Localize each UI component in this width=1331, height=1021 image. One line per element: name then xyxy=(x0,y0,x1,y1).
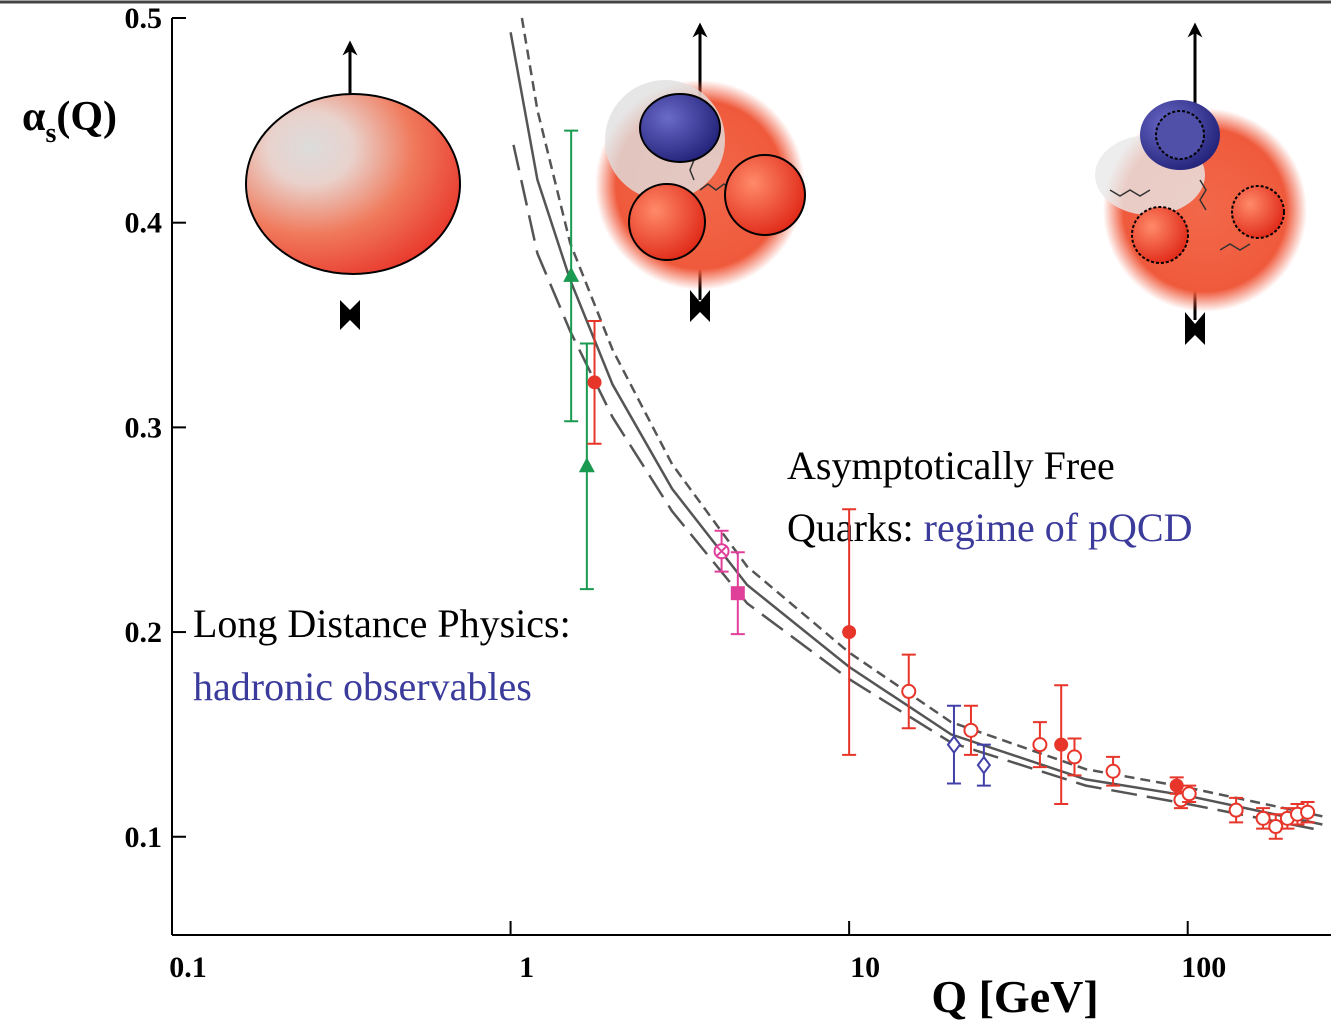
y-label-argument: (Q) xyxy=(56,94,117,140)
marker xyxy=(1054,738,1068,752)
y-axis-label: αs(Q) xyxy=(22,94,117,149)
illustration-sea xyxy=(1095,30,1307,345)
marker xyxy=(588,375,602,389)
marker xyxy=(579,457,595,472)
marker xyxy=(1230,804,1243,817)
annotation: Asymptotically Free xyxy=(787,443,1115,488)
illustration-quarks xyxy=(595,30,805,322)
data-point xyxy=(964,706,978,755)
data-point xyxy=(563,131,579,422)
data-point xyxy=(1229,798,1243,823)
marker xyxy=(1068,750,1081,763)
annotation-part: Quarks: xyxy=(787,505,914,550)
data-point xyxy=(1054,685,1068,804)
data-point xyxy=(588,321,602,444)
y-tick-label: 0.2 xyxy=(125,616,163,649)
marker xyxy=(1170,779,1184,793)
marker xyxy=(1183,787,1196,800)
y-tick-label: 0.4 xyxy=(125,207,163,240)
annotation-part: regime of pQCD xyxy=(924,505,1193,550)
x-tick-label: 10 xyxy=(850,951,880,984)
marker xyxy=(1301,806,1314,819)
annotation: hadronic observables xyxy=(193,664,532,709)
annotation: Long Distance Physics: xyxy=(193,601,571,646)
x-tick-label: 100 xyxy=(1181,951,1226,984)
marker xyxy=(842,625,856,639)
marker xyxy=(1257,812,1270,825)
marker xyxy=(1269,820,1282,833)
marker xyxy=(964,724,977,737)
x-tick-label: 1 xyxy=(519,951,534,984)
marker xyxy=(1033,738,1046,751)
y-label-subscript: s xyxy=(45,118,56,149)
chart: αs(Q) Q [GeV] Long Distance Physics: had… xyxy=(0,0,1331,1021)
y-label-symbol: α xyxy=(22,94,46,140)
data-point xyxy=(947,706,961,784)
marker xyxy=(731,586,745,600)
marker xyxy=(902,685,915,698)
marker xyxy=(1107,765,1120,778)
x-tick-label: 0.1 xyxy=(169,951,207,984)
marker xyxy=(948,737,960,753)
data-point xyxy=(902,655,916,729)
y-tick-label: 0.5 xyxy=(125,2,163,35)
data-point xyxy=(1067,739,1081,776)
data-point xyxy=(731,552,745,634)
data-point xyxy=(1106,757,1120,786)
annotation: Quarks: regime of pQCD xyxy=(787,505,1192,550)
marker xyxy=(978,757,990,773)
data-point xyxy=(1033,722,1047,767)
y-tick-label: 0.3 xyxy=(125,411,163,444)
y-tick-label: 0.1 xyxy=(125,821,163,854)
x-axis-label: Q [GeV] xyxy=(931,971,1098,1021)
illustration-proton xyxy=(246,48,460,330)
